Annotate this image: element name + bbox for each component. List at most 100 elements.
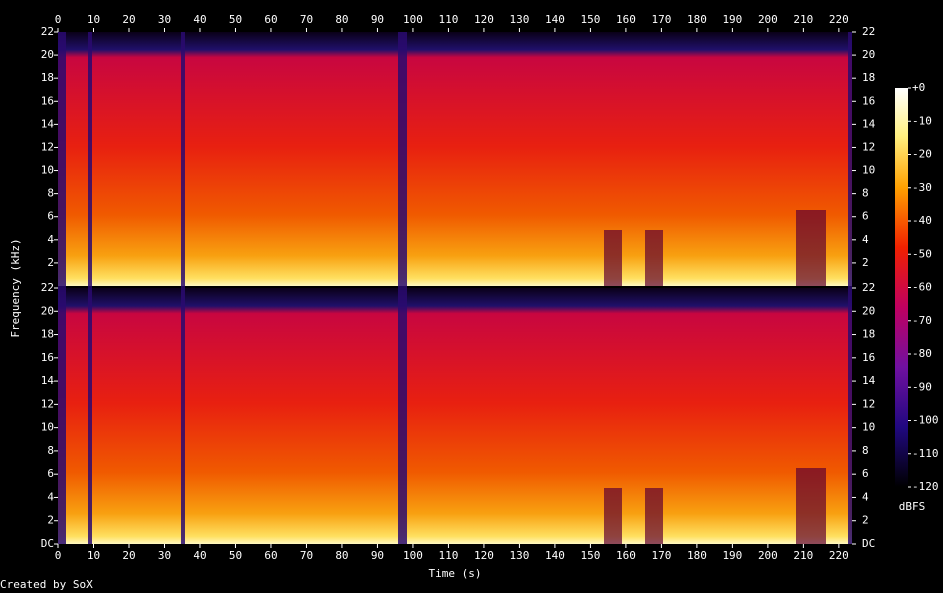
y-tick-label: 14 bbox=[41, 374, 55, 387]
colorbar-tick-label: -30 bbox=[912, 181, 932, 194]
x-tick-label: 220 bbox=[829, 13, 849, 26]
y-tick-label: 16 bbox=[862, 351, 875, 364]
x-tick-label: 180 bbox=[687, 549, 707, 562]
x-tick-label: 0 bbox=[55, 549, 62, 562]
x-tick-label: 120 bbox=[474, 549, 494, 562]
colorbar-label: dBFS bbox=[899, 500, 926, 513]
colorbar-tick-label: -20 bbox=[912, 148, 932, 161]
x-tick-label: 70 bbox=[300, 549, 313, 562]
colorbar-tick-label: -90 bbox=[912, 380, 932, 393]
y-tick-label: 10 bbox=[862, 164, 875, 177]
x-tick-label: 200 bbox=[758, 549, 778, 562]
y-tick-label: 4 bbox=[862, 233, 869, 246]
credit: Created by SoX bbox=[0, 578, 93, 591]
y-tick-label: 6 bbox=[862, 467, 869, 480]
x-tick-label: 30 bbox=[158, 549, 171, 562]
x-tick-label: 10 bbox=[87, 549, 100, 562]
x-tick-label: 130 bbox=[509, 549, 529, 562]
x-tick-label: 20 bbox=[122, 549, 135, 562]
y-tick-label: 22 bbox=[862, 25, 875, 38]
colorbar-tick-label: +0 bbox=[912, 81, 925, 94]
x-tick-label: 220 bbox=[829, 549, 849, 562]
colorbar-tick-label: -60 bbox=[912, 281, 932, 294]
x-tick-label: 0 bbox=[55, 13, 62, 26]
colorbar-tick-label: -110 bbox=[912, 447, 939, 460]
y-tick-label: 18 bbox=[862, 71, 875, 84]
y-tick-label: 20 bbox=[41, 48, 54, 61]
y-tick-label: 2 bbox=[47, 514, 54, 527]
y-tick-label: 6 bbox=[862, 210, 869, 223]
y-tick-label: 14 bbox=[862, 117, 876, 130]
x-tick-label: 90 bbox=[371, 549, 384, 562]
y-tick-label: 12 bbox=[862, 397, 875, 410]
y-tick-label: 18 bbox=[862, 328, 875, 341]
colorbar bbox=[895, 88, 908, 487]
x-tick-label: 170 bbox=[651, 549, 671, 562]
colorbar-tick-label: -80 bbox=[912, 347, 932, 360]
y-tick-label: 6 bbox=[47, 210, 54, 223]
y-tick-label: 8 bbox=[47, 187, 54, 200]
y-tick-label: 22 bbox=[41, 281, 54, 294]
y-tick-label: 2 bbox=[862, 256, 869, 269]
y-tick-label: 8 bbox=[862, 444, 869, 457]
x-tick-label: 180 bbox=[687, 13, 707, 26]
x-tick-label: 120 bbox=[474, 13, 494, 26]
y-tick-label: 4 bbox=[862, 490, 869, 503]
x-tick-label: 100 bbox=[403, 549, 423, 562]
y-tick-label: DC bbox=[862, 537, 875, 550]
x-tick-label: 110 bbox=[438, 13, 458, 26]
colorbar-tick-label: -40 bbox=[912, 214, 932, 227]
y-tick-label: 10 bbox=[862, 421, 875, 434]
y-tick-label: DC bbox=[41, 537, 54, 550]
y-tick-label: 8 bbox=[47, 444, 54, 457]
y-tick-label: 16 bbox=[41, 94, 54, 107]
y-tick-label: 18 bbox=[41, 71, 54, 84]
x-tick-label: 200 bbox=[758, 13, 778, 26]
y-tick-label: 16 bbox=[41, 351, 54, 364]
x-tick-label: 160 bbox=[616, 549, 636, 562]
y-tick-label: 12 bbox=[862, 140, 875, 153]
y-tick-label: 14 bbox=[41, 117, 55, 130]
y-tick-label: 4 bbox=[47, 233, 54, 246]
y-tick-label: 8 bbox=[862, 187, 869, 200]
x-tick-label: 70 bbox=[300, 13, 313, 26]
x-tick-label: 100 bbox=[403, 13, 423, 26]
x-tick-label: 170 bbox=[651, 13, 671, 26]
x-tick-label: 190 bbox=[722, 549, 742, 562]
colorbar-tick-label: -70 bbox=[912, 314, 932, 327]
y-tick-label: 18 bbox=[41, 328, 54, 341]
x-tick-label: 10 bbox=[87, 13, 100, 26]
x-tick-label: 30 bbox=[158, 13, 171, 26]
x-axis-label: Time (s) bbox=[429, 567, 482, 580]
y-tick-label: 2 bbox=[47, 256, 54, 269]
y-tick-label: 10 bbox=[41, 421, 54, 434]
y-tick-label: 22 bbox=[862, 281, 875, 294]
y-tick-label: 4 bbox=[47, 490, 54, 503]
y-tick-label: 14 bbox=[862, 374, 876, 387]
colorbar-tick-label: -120 bbox=[912, 480, 939, 493]
x-tick-label: 40 bbox=[193, 13, 206, 26]
y-tick-label: 12 bbox=[41, 140, 54, 153]
x-tick-label: 150 bbox=[580, 13, 600, 26]
x-tick-label: 160 bbox=[616, 13, 636, 26]
x-tick-label: 80 bbox=[335, 13, 348, 26]
x-tick-label: 90 bbox=[371, 13, 384, 26]
x-tick-label: 50 bbox=[229, 13, 242, 26]
y-tick-label: 20 bbox=[862, 48, 875, 61]
x-tick-label: 60 bbox=[264, 549, 277, 562]
x-tick-label: 150 bbox=[580, 549, 600, 562]
colorbar-tick-label: -50 bbox=[912, 247, 932, 260]
y-tick-label: 22 bbox=[41, 25, 54, 38]
x-tick-label: 20 bbox=[122, 13, 135, 26]
y-tick-label: 12 bbox=[41, 397, 54, 410]
x-tick-label: 130 bbox=[509, 13, 529, 26]
y-tick-label: 16 bbox=[862, 94, 875, 107]
y-tick-label: 20 bbox=[862, 304, 875, 317]
x-tick-label: 210 bbox=[793, 549, 813, 562]
x-tick-label: 40 bbox=[193, 549, 206, 562]
x-tick-label: 80 bbox=[335, 549, 348, 562]
y-tick-label: 20 bbox=[41, 304, 54, 317]
colorbar-tick-label: -100 bbox=[912, 414, 939, 427]
y-tick-label: 6 bbox=[47, 467, 54, 480]
